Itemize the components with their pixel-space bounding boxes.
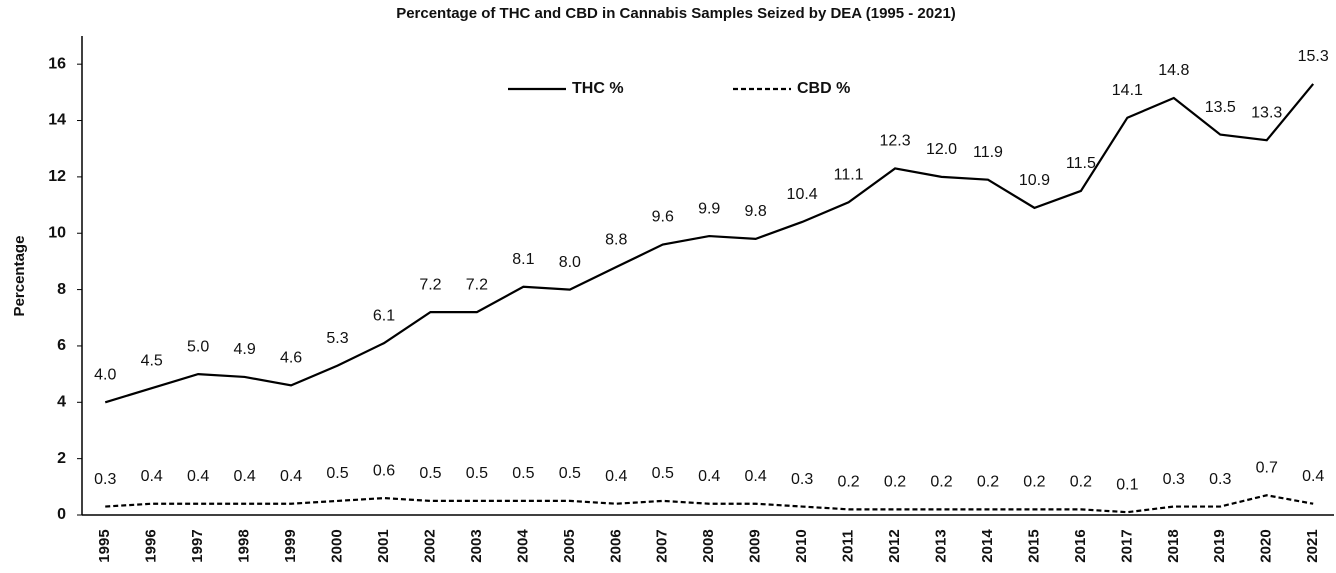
- value-label: 12.0: [926, 141, 957, 158]
- x-tick-label: 2015: [1025, 529, 1042, 562]
- y-axis-label: Percentage: [11, 236, 28, 317]
- x-tick-label: 2020: [1258, 529, 1275, 562]
- value-label: 5.3: [326, 330, 348, 347]
- value-label: 0.5: [419, 465, 441, 482]
- x-tick-label: 1995: [96, 529, 113, 562]
- x-tick-label: 2013: [932, 529, 949, 562]
- x-tick-label: 2006: [607, 529, 624, 562]
- x-tick-label: 1996: [143, 529, 160, 562]
- value-label: 4.9: [233, 341, 255, 358]
- value-label: 13.5: [1205, 99, 1236, 116]
- value-label: 9.6: [652, 209, 674, 226]
- chart-title: Percentage of THC and CBD in Cannabis Sa…: [396, 5, 956, 22]
- x-tick-label: 2001: [375, 529, 392, 562]
- value-label: 0.2: [1023, 474, 1045, 491]
- value-label: 0.7: [1256, 459, 1278, 476]
- value-label: 13.3: [1251, 104, 1282, 121]
- value-label: 7.2: [419, 276, 441, 293]
- value-label: 0.5: [652, 465, 674, 482]
- value-label: 9.8: [745, 203, 767, 220]
- value-label: 0.4: [745, 468, 767, 485]
- value-label: 6.1: [373, 307, 395, 324]
- value-label: 14.8: [1158, 62, 1189, 79]
- y-tick-label: 2: [57, 450, 66, 467]
- y-tick-label: 14: [48, 112, 66, 129]
- value-label: 11.9: [973, 144, 1003, 161]
- value-label: 0.6: [373, 462, 395, 479]
- value-label: 4.5: [141, 352, 163, 369]
- value-label: 8.8: [605, 231, 627, 248]
- value-label: 0.4: [233, 468, 255, 485]
- x-tick-label: 2000: [328, 529, 345, 562]
- legend-label: CBD %: [797, 80, 850, 97]
- legend-label: THC %: [572, 80, 624, 97]
- y-tick-label: 6: [57, 337, 66, 354]
- x-tick-label: 2021: [1304, 529, 1321, 562]
- value-label: 8.1: [512, 251, 534, 268]
- value-label: 4.0: [94, 367, 116, 384]
- x-tick-label: 2014: [979, 529, 996, 563]
- value-label: 10.9: [1019, 172, 1050, 189]
- value-label: 12.3: [879, 133, 910, 150]
- value-label: 0.4: [141, 468, 163, 485]
- x-tick-label: 1998: [236, 529, 253, 562]
- series-line: [105, 494, 1314, 514]
- value-label: 5.0: [187, 338, 209, 355]
- x-tick-label: 2007: [654, 529, 671, 562]
- y-tick-label: 16: [48, 55, 66, 72]
- value-label: 0.4: [280, 468, 302, 485]
- x-tick-label: 2009: [747, 529, 764, 562]
- value-label: 0.2: [884, 474, 906, 491]
- x-tick-label: 2004: [514, 529, 531, 563]
- value-label: 11.5: [1066, 155, 1096, 172]
- value-label: 0.3: [94, 471, 116, 488]
- value-label: 0.3: [1163, 471, 1185, 488]
- x-tick-label: 2019: [1211, 529, 1228, 562]
- value-label: 8.0: [559, 254, 581, 271]
- value-label: 4.6: [280, 350, 302, 367]
- value-label: 0.5: [466, 465, 488, 482]
- value-label: 0.5: [512, 465, 534, 482]
- y-tick-label: 12: [48, 168, 66, 185]
- series-line: [104, 83, 1315, 404]
- value-label: 15.3: [1298, 48, 1329, 65]
- value-label: 0.2: [977, 474, 999, 491]
- value-label: 0.3: [1209, 471, 1231, 488]
- value-label: 0.5: [559, 465, 581, 482]
- value-label: 10.4: [787, 186, 818, 203]
- x-tick-label: 2018: [1165, 529, 1182, 562]
- value-label: 0.4: [187, 468, 209, 485]
- x-tick-label: 2017: [1118, 529, 1135, 562]
- value-label: 9.9: [698, 200, 720, 217]
- value-label: 0.4: [605, 468, 627, 485]
- x-tick-label: 2011: [840, 530, 857, 563]
- value-label: 0.4: [1302, 468, 1324, 485]
- x-tick-label: 2010: [793, 529, 810, 562]
- x-tick-label: 2012: [886, 529, 903, 562]
- y-tick-label: 0: [57, 506, 66, 523]
- value-label: 0.1: [1116, 476, 1138, 493]
- x-tick-label: 2002: [421, 529, 438, 562]
- x-tick-label: 2005: [561, 529, 578, 562]
- y-tick-label: 10: [48, 224, 66, 241]
- x-tick-label: 1999: [282, 529, 299, 562]
- value-label: 0.2: [930, 474, 952, 491]
- value-label: 0.4: [698, 468, 720, 485]
- value-label: 0.2: [837, 474, 859, 491]
- value-label: 0.3: [791, 471, 813, 488]
- x-tick-label: 1997: [189, 529, 206, 562]
- value-label: 7.2: [466, 276, 488, 293]
- x-tick-label: 2016: [1072, 529, 1089, 562]
- x-tick-label: 2003: [468, 529, 485, 562]
- y-tick-label: 8: [57, 281, 66, 298]
- value-label: 14.1: [1112, 82, 1143, 99]
- x-tick-label: 2008: [700, 529, 717, 562]
- y-tick-label: 4: [57, 394, 66, 411]
- value-label: 0.5: [326, 465, 348, 482]
- value-label: 0.2: [1070, 474, 1092, 491]
- value-label: 11.1: [834, 166, 864, 183]
